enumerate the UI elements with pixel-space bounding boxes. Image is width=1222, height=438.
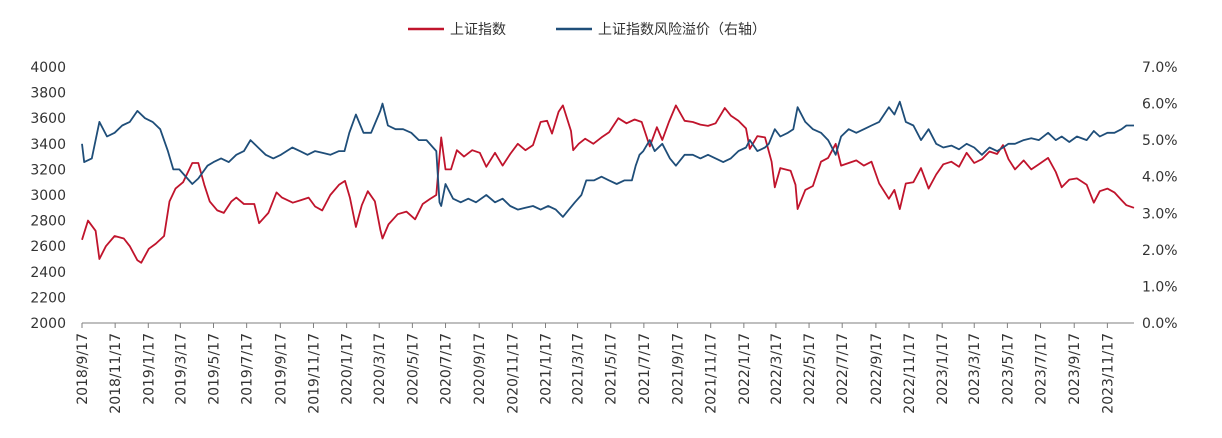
series-line-shanghai-index [81,104,1135,264]
y-left-tick-label: 2400 [30,265,66,281]
y-right-tick-label: 0.0% [1142,316,1178,332]
x-tick-label: 2023/5/17 [1000,333,1016,405]
x-tick-label: 2023/9/17 [1067,333,1083,405]
legend-label-shanghai-index: 上证指数 [450,22,506,38]
y-left-tick-label: 3400 [30,137,66,153]
y-right-tick-label: 6.0% [1142,97,1178,113]
y-left-tick-label: 2000 [30,316,66,332]
series-line-risk-premium [81,100,1134,218]
x-tick-label: 2020/5/17 [405,333,421,405]
x-tick-label: 2022/7/17 [835,333,851,405]
y-left-tick-label: 3600 [30,111,66,127]
y-left-tick-label: 2200 [30,290,66,306]
x-tick-label: 2023/7/17 [1034,333,1050,405]
x-tick-label: 2022/9/17 [869,333,885,405]
x-tick-label: 2021/9/17 [671,333,687,405]
legend: 上证指数 上证指数风险溢价（右轴） [408,22,766,38]
x-tick-label: 2019/11/17 [306,333,322,414]
x-tick-label: 2019/9/17 [273,333,289,405]
x-tick-label: 2020/3/17 [372,333,388,405]
x-tick-label: 2021/3/17 [571,333,587,405]
y-right-tick-label: 5.0% [1142,133,1178,149]
series-layer [81,100,1135,264]
y-left-tick-label: 3200 [30,162,66,178]
x-tick-label: 2019/7/17 [240,333,256,405]
y-right-tick-label: 1.0% [1142,279,1178,295]
y-left-tick-label: 3800 [30,86,66,102]
x-tick-label: 2022/5/17 [802,333,818,405]
x-tick-label: 2020/7/17 [439,333,455,405]
x-tick-label: 2020/1/17 [340,333,356,405]
legend-label-risk-premium: 上证指数风险溢价（右轴） [598,22,766,38]
y-right-tick-label: 7.0% [1142,60,1178,76]
y-left-tick-label: 2600 [30,239,66,255]
x-tick-label: 2018/9/17 [75,333,91,405]
x-tick-label: 2019/3/17 [173,333,189,405]
y-left-tick-label: 2800 [30,214,66,230]
x-tick-label: 2019/1/17 [141,333,157,405]
x-tick-label: 2020/11/17 [505,333,521,414]
axes: 2000 2200 2400 2600 2800 3000 3200 3400 3600 3800… [30,60,1177,414]
y-right-tick-label: 4.0% [1142,170,1178,186]
x-tick-label: 2019/5/17 [207,333,223,405]
x-tick-label: 2023/1/17 [935,333,951,405]
x-tick-label: 2022/11/17 [902,333,918,414]
x-tick-label: 2023/11/17 [1100,333,1116,414]
x-tick-label: 2023/3/17 [967,333,983,405]
y-left-tick-label: 4000 [30,60,66,76]
x-tick-label: 2021/1/17 [539,333,555,405]
x-tick-label: 2022/3/17 [769,333,785,405]
y-right-tick-label: 3.0% [1142,206,1178,222]
x-tick-label: 2020/9/17 [472,333,488,405]
y-right-tick-label: 2.0% [1142,243,1178,259]
x-tick-label: 2021/11/17 [704,333,720,414]
x-tick-label: 2021/5/17 [604,333,620,405]
y-left-tick-label: 3000 [30,188,66,204]
x-tick-label: 2018/11/17 [108,333,124,414]
x-tick-label: 2021/7/17 [637,333,653,405]
x-tick-label: 2022/1/17 [737,333,753,405]
